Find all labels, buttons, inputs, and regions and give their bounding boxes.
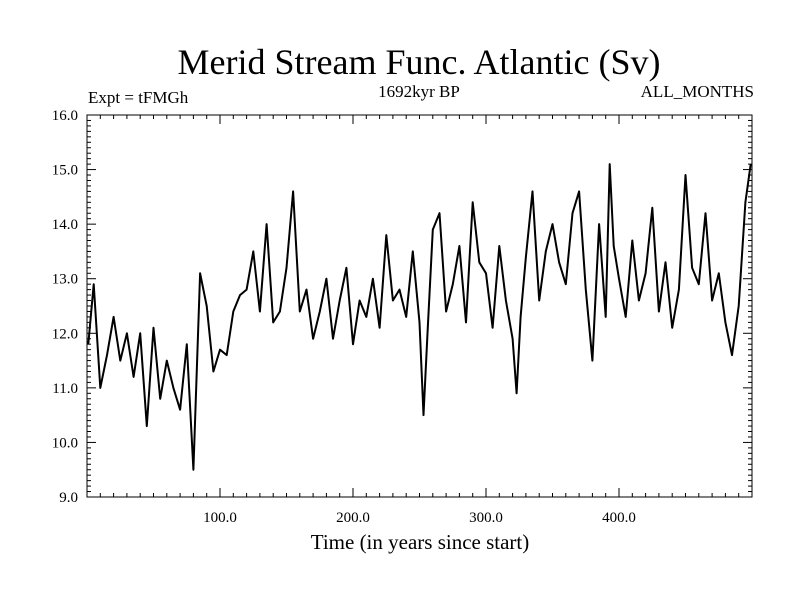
series-line	[87, 163, 752, 471]
y-tick-label: 13.0	[52, 272, 78, 288]
experiment-label: Expt = tFMGh	[88, 88, 189, 107]
y-tick-label: 14.0	[52, 217, 78, 233]
period-label: 1692kyr BP	[378, 82, 460, 101]
y-tick-label: 10.0	[52, 435, 78, 451]
y-tick-label: 9.0	[59, 490, 78, 506]
months-label: ALL_MONTHS	[641, 82, 754, 101]
x-tick-label: 300.0	[469, 510, 503, 526]
y-tick-label: 12.0	[52, 326, 78, 342]
x-axis-label: Time (in years since start)	[311, 530, 530, 554]
y-tick-label: 16.0	[52, 108, 78, 124]
chart-title: Merid Stream Func. Atlantic (Sv)	[178, 42, 661, 82]
plot-area: 100.0 200.0 300.0 400.0 9.0 10.0 11.0 12.0 13.0 1…	[52, 108, 753, 526]
x-tick-label: 400.0	[602, 510, 636, 526]
plot-frame	[86, 114, 753, 498]
x-tick-label: 200.0	[336, 510, 370, 526]
y-tick-label: 11.0	[52, 381, 78, 397]
y-tick-label: 15.0	[52, 163, 78, 179]
x-tick-label: 100.0	[203, 510, 237, 526]
